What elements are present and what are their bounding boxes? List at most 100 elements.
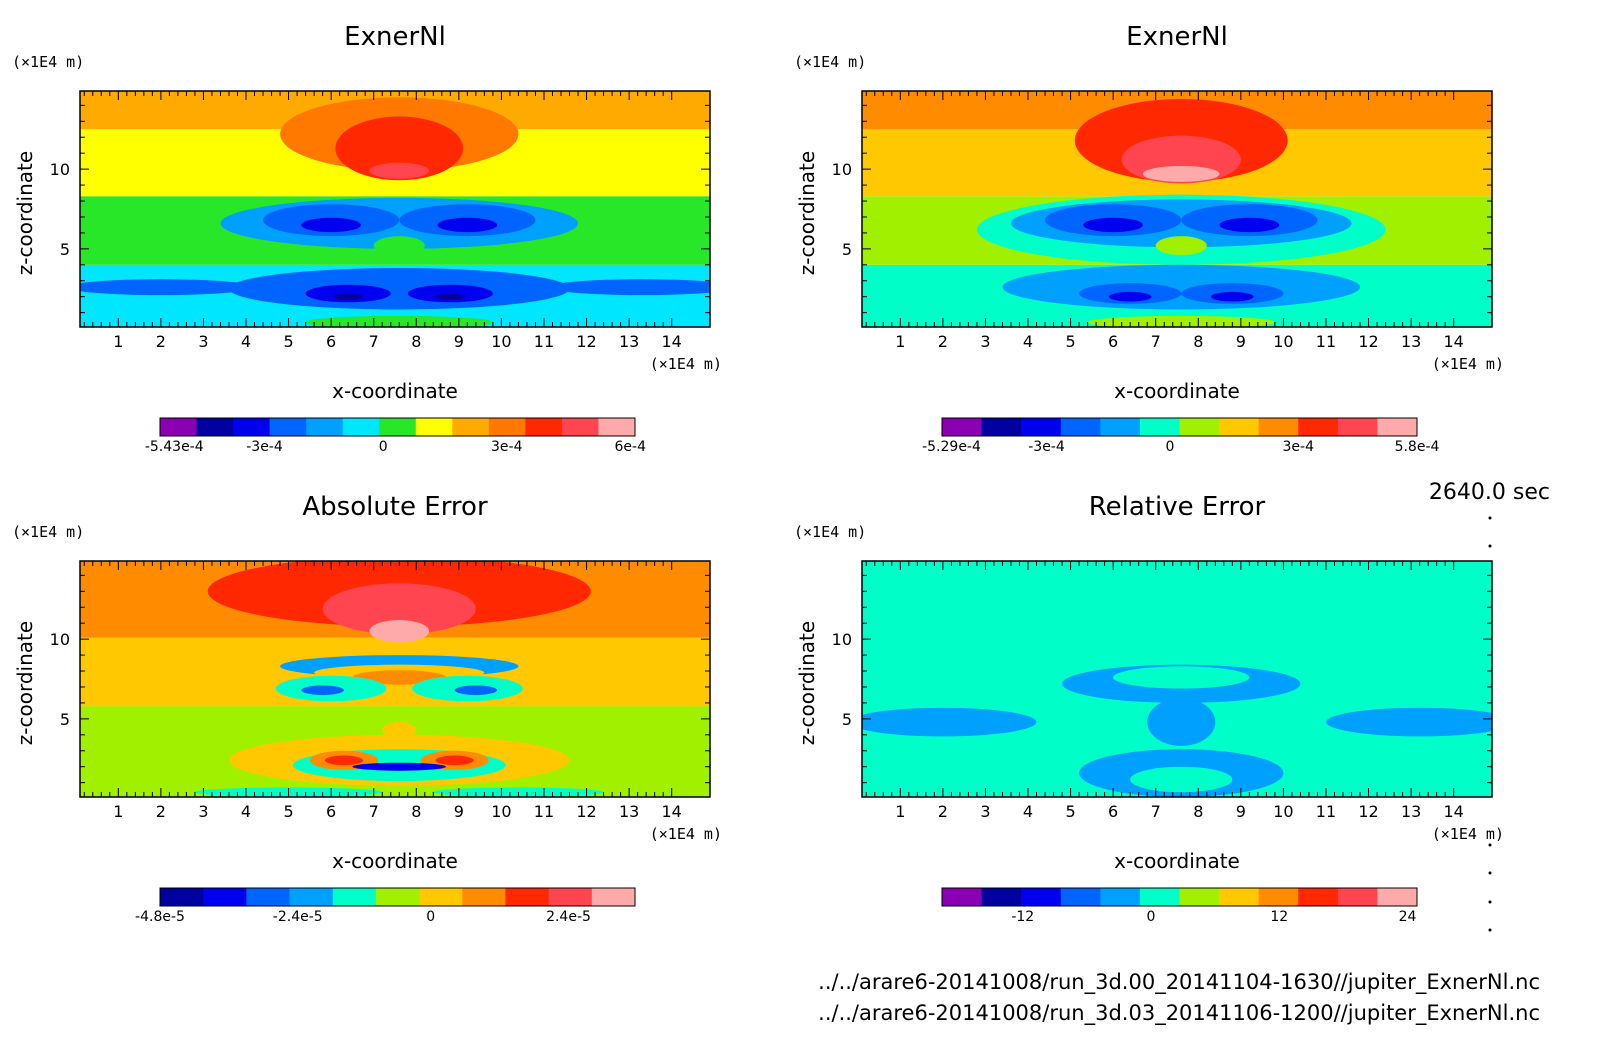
contour-feature [322,583,476,635]
colorbar-swatch [488,418,526,436]
colorbar-swatch [342,418,380,436]
x-tick-label: 4 [241,802,251,821]
z-tick-label: 10 [50,630,70,649]
x-tick-label: 14 [1444,332,1464,351]
x-unit-label: (×1E4 m) [1432,355,1504,373]
plot-frame [861,560,1493,798]
x-axis-label: x-coordinate [332,849,458,873]
x-tick-label: 5 [1065,802,1075,821]
x-tick-label: 12 [576,802,596,821]
z-tick-label: 5 [60,710,70,729]
panel-title: Relative Error [1089,492,1266,522]
x-tick-label: 8 [411,802,421,821]
colorbar-swatch [246,888,291,906]
colorbar-swatch [1021,888,1062,906]
x-axis-label: x-coordinate [332,379,458,403]
x-tick-label: 11 [534,332,554,351]
plot-frame [79,90,711,328]
colorbar-swatch [1298,888,1339,906]
colorbar-label: 12 [1270,909,1288,925]
x-tick-label: 1 [113,802,123,821]
margin-dot [1488,871,1492,875]
colorbar-swatch [1100,418,1141,436]
x-unit-label: (×1E4 m) [650,825,722,843]
colorbar-label: -3e-4 [1028,439,1065,455]
colorbar-label: -3e-4 [246,439,283,455]
z-tick-label: 10 [832,160,852,179]
x-tick-label: 2 [938,802,948,821]
x-axis-label: x-coordinate [1114,849,1240,873]
x-tick-label: 10 [1273,332,1293,351]
contour-feature [382,722,417,738]
contour-feature [1219,217,1280,233]
colorbar-swatch [981,888,1022,906]
contour-feature [1211,291,1254,302]
colorbar-swatch [1060,888,1101,906]
colorbar-swatch [1337,418,1378,436]
panel-title: ExnerNl [344,22,446,52]
footer-file-2: ../../arare6-20141008/run_3d.03_20141106… [818,1001,1540,1025]
y-axis-label: z-coordinate [13,151,37,275]
contour-feature [352,762,447,771]
colorbar-label: 6e-4 [615,439,647,455]
colorbar-swatch [1179,418,1220,436]
x-tick-label: 7 [1151,802,1161,821]
colorbar-swatch [196,418,234,436]
colorbar-swatch [1139,418,1180,436]
colorbar-swatch [1377,418,1418,436]
contour-feature [228,268,570,310]
x-tick-label: 13 [1401,802,1421,821]
colorbar-swatch [375,888,420,906]
margin-dot [1488,928,1492,932]
contour-feature [80,279,255,296]
x-tick-label: 11 [1316,332,1336,351]
contour-feature [1083,217,1143,233]
contour-feature [454,685,498,695]
colorbar-label: 3e-4 [491,439,523,455]
x-tick-label: 6 [1108,332,1118,351]
z-tick-label: 5 [60,240,70,259]
colorbar-swatch [332,888,377,906]
x-tick-label: 5 [1065,332,1075,351]
contour-feature [333,293,364,300]
x-tick-label: 3 [980,332,990,351]
colorbar-swatch [598,418,636,436]
z-tick-label: 10 [832,630,852,649]
contour-feature [1087,315,1275,327]
x-tick-label: 9 [1236,332,1246,351]
contour-feature [301,685,344,695]
colorbar-swatch [1060,418,1101,436]
contour-feature [437,217,498,233]
colorbar-frame [159,417,636,437]
x-tick-label: 9 [1236,802,1246,821]
contour-feature [1147,698,1216,746]
colorbar-swatch [419,888,463,906]
colorbar: -12 0 12 24 [941,887,1418,925]
z-tick-label: 5 [842,710,852,729]
plot-area [80,561,710,797]
colorbar-swatch [1219,888,1260,906]
colorbar-label: -5.29e-4 [922,439,981,455]
contour-feature [435,293,466,300]
colorbar-frame [941,887,1418,907]
x-tick-label: 13 [619,802,639,821]
colorbar-label: 3e-4 [1283,439,1315,455]
x-tick-label: 1 [895,802,905,821]
plot-frame [861,90,1493,328]
panel-title: ExnerNl [1126,22,1228,52]
colorbar-label: 5.8e-4 [1395,439,1440,455]
colorbar-swatch [1258,418,1299,436]
z-unit-label: (×1E4 m) [794,523,866,541]
x-tick-label: 2 [938,332,948,351]
x-tick-label: 2 [156,332,166,351]
x-tick-label: 14 [662,332,682,351]
x-tick-label: 7 [369,332,379,351]
colorbar-swatch [306,418,344,436]
x-tick-label: 12 [1358,332,1378,351]
colorbar-swatch [1258,888,1299,906]
x-tick-label: 10 [1273,802,1293,821]
x-tick-label: 10 [491,802,511,821]
